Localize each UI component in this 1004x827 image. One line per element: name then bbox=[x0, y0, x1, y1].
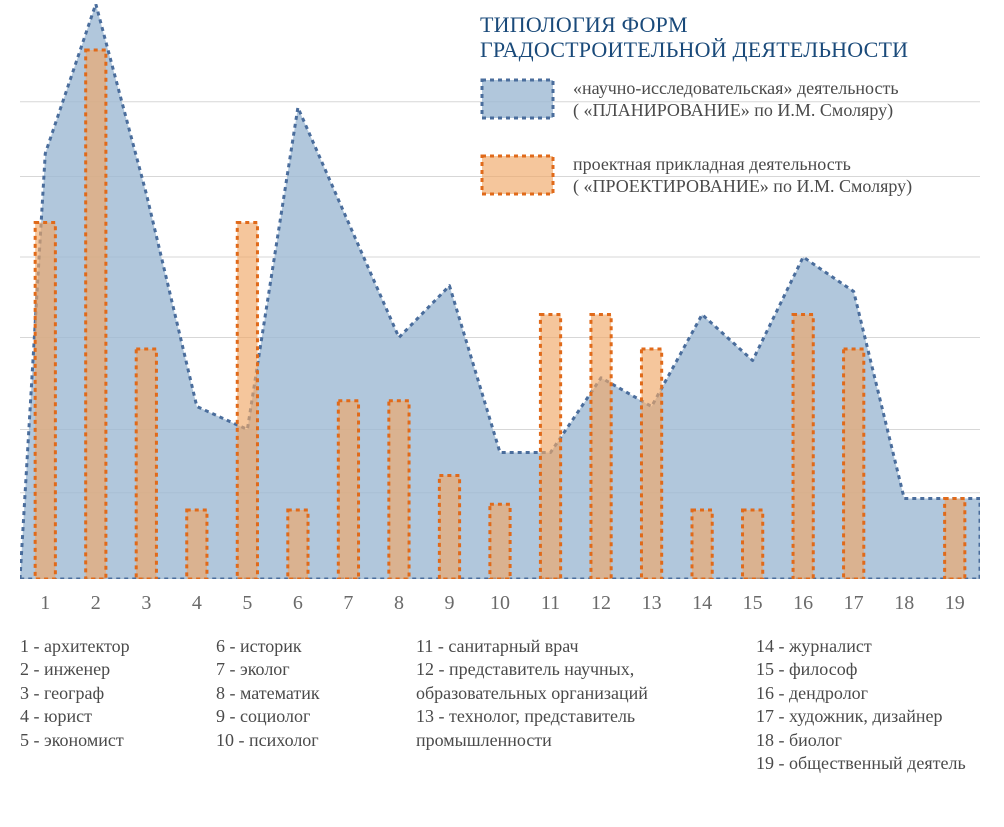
bar-12 bbox=[591, 315, 611, 580]
x-label-10: 10 bbox=[490, 592, 510, 615]
bar-7 bbox=[338, 401, 358, 579]
x-label-12: 12 bbox=[591, 592, 611, 615]
bar-3 bbox=[136, 349, 156, 579]
legend-line: 9 - социолог bbox=[216, 705, 416, 728]
x-label-2: 2 bbox=[91, 592, 101, 615]
legend-line: промышленности bbox=[416, 729, 756, 752]
legend-line: 6 - историк bbox=[216, 635, 416, 658]
legend-line: образовательных организаций bbox=[416, 682, 756, 705]
legend-line: 5 - экономист bbox=[20, 729, 216, 752]
legend-bars: проектная прикладная деятельность ( «ПРО… bbox=[480, 154, 912, 197]
legend-column-1: 1 - архитектор2 - инженер3 - географ4 - … bbox=[20, 635, 216, 775]
legend-bar-swatch bbox=[480, 154, 555, 196]
legend-column-4: 14 - журналист15 - философ16 - дендролог… bbox=[756, 635, 990, 775]
x-axis-labels: 12345678910111213141516171819 bbox=[20, 592, 980, 618]
legend-line: 15 - философ bbox=[756, 658, 990, 681]
legend-line: 7 - эколог bbox=[216, 658, 416, 681]
legend-area-line-2: ( «ПЛАНИРОВАНИЕ» по И.М. Смоляру) bbox=[573, 100, 893, 120]
bar-16 bbox=[793, 315, 813, 580]
legend-line: 16 - дендролог bbox=[756, 682, 990, 705]
legend-bar-line-1: проектная прикладная деятельность bbox=[573, 154, 851, 174]
legend-line: 13 - технолог, представитель bbox=[416, 705, 756, 728]
legend-line: 19 - общественный деятель bbox=[756, 752, 990, 775]
x-label-3: 3 bbox=[141, 592, 151, 615]
legend-line: 10 - психолог bbox=[216, 729, 416, 752]
legend-line: 4 - юрист bbox=[20, 705, 216, 728]
bar-10 bbox=[490, 504, 510, 579]
x-label-9: 9 bbox=[444, 592, 454, 615]
legend-line: 17 - художник, дизайнер bbox=[756, 705, 990, 728]
page: ТИПОЛОГИЯ ФОРМ ГРАДОСТРОИТЕЛЬНОЙ ДЕЯТЕЛЬ… bbox=[0, 0, 1004, 827]
legend-line: 2 - инженер bbox=[20, 658, 216, 681]
title-line-1: ТИПОЛОГИЯ ФОРМ bbox=[480, 12, 688, 37]
bar-13 bbox=[641, 349, 661, 579]
x-label-13: 13 bbox=[642, 592, 662, 615]
legend-area: «научно-исследовательская» деятельность … bbox=[480, 78, 899, 121]
category-legend: 1 - архитектор2 - инженер3 - географ4 - … bbox=[20, 635, 990, 775]
legend-line: 12 - представитель научных, bbox=[416, 658, 756, 681]
legend-line: 11 - санитарный врач bbox=[416, 635, 756, 658]
x-label-16: 16 bbox=[793, 592, 813, 615]
x-label-1: 1 bbox=[40, 592, 50, 615]
bar-15 bbox=[743, 510, 763, 579]
legend-line: 8 - математик bbox=[216, 682, 416, 705]
bar-11 bbox=[540, 315, 560, 580]
bar-2 bbox=[86, 50, 106, 579]
x-label-8: 8 bbox=[394, 592, 404, 615]
legend-line: 3 - географ bbox=[20, 682, 216, 705]
legend-bar-line-2: ( «ПРОЕКТИРОВАНИЕ» по И.М. Смоляру) bbox=[573, 176, 912, 196]
x-label-5: 5 bbox=[242, 592, 252, 615]
x-label-18: 18 bbox=[894, 592, 914, 615]
x-label-17: 17 bbox=[844, 592, 864, 615]
title-line-2: ГРАДОСТРОИТЕЛЬНОЙ ДЕЯТЕЛЬНОСТИ bbox=[480, 37, 908, 62]
x-label-11: 11 bbox=[541, 592, 560, 615]
x-label-4: 4 bbox=[192, 592, 202, 615]
bar-5 bbox=[237, 223, 257, 580]
legend-column-2: 6 - историк7 - эколог8 - математик9 - со… bbox=[216, 635, 416, 775]
x-label-6: 6 bbox=[293, 592, 303, 615]
bar-8 bbox=[389, 401, 409, 579]
bar-14 bbox=[692, 510, 712, 579]
x-label-7: 7 bbox=[343, 592, 353, 615]
x-label-14: 14 bbox=[692, 592, 712, 615]
bar-19 bbox=[945, 499, 965, 580]
bar-6 bbox=[288, 510, 308, 579]
legend-line: 14 - журналист bbox=[756, 635, 990, 658]
x-label-19: 19 bbox=[945, 592, 965, 615]
legend-line: 18 - биолог bbox=[756, 729, 990, 752]
legend-column-3: 11 - санитарный врач12 - представитель н… bbox=[416, 635, 756, 775]
legend-area-line-1: «научно-исследовательская» деятельность bbox=[573, 78, 899, 98]
legend-area-swatch bbox=[480, 78, 555, 120]
bar-4 bbox=[187, 510, 207, 579]
legend-line: 1 - архитектор bbox=[20, 635, 216, 658]
x-label-15: 15 bbox=[743, 592, 763, 615]
bar-9 bbox=[439, 476, 459, 580]
bar-1 bbox=[35, 223, 55, 580]
bar-17 bbox=[844, 349, 864, 579]
chart-title: ТИПОЛОГИЯ ФОРМ ГРАДОСТРОИТЕЛЬНОЙ ДЕЯТЕЛЬ… bbox=[480, 12, 990, 63]
